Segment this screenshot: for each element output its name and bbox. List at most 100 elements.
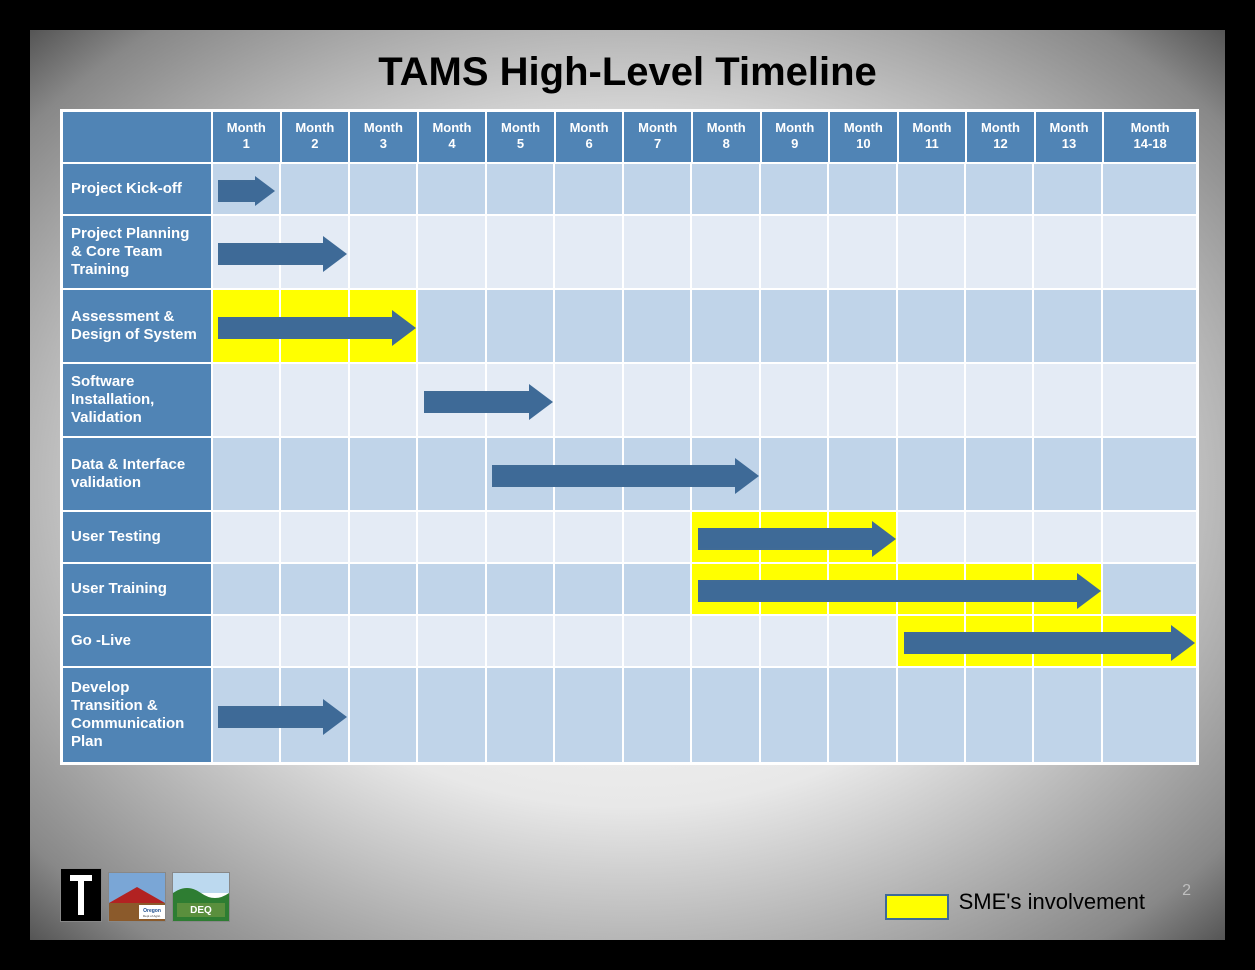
grid-cell xyxy=(349,215,417,289)
month-header: Month9 xyxy=(761,111,830,163)
grid-cell xyxy=(897,363,965,437)
grid-cell xyxy=(280,215,348,289)
grid-cell xyxy=(349,563,417,615)
grid-cell xyxy=(486,563,554,615)
grid-cell xyxy=(212,511,280,563)
grid-cell xyxy=(760,215,828,289)
month-header: Month2 xyxy=(281,111,350,163)
month-header: Month4 xyxy=(418,111,487,163)
grid-cell xyxy=(417,363,485,437)
grid-cell xyxy=(486,163,554,215)
grid-cell xyxy=(1033,615,1101,667)
grid-cell xyxy=(623,289,691,363)
grid-cell xyxy=(760,363,828,437)
grid-cell xyxy=(417,215,485,289)
grid-cell xyxy=(691,289,759,363)
grid-cell xyxy=(554,511,622,563)
grid-cell xyxy=(691,437,759,511)
task-row: Project Kick-off xyxy=(62,163,1197,215)
grid-cell xyxy=(1033,437,1101,511)
task-label: Data & Interface validation xyxy=(62,437,212,511)
header-row: Month1Month2Month3Month4Month5Month6Mont… xyxy=(62,111,1197,163)
month-header: Month11 xyxy=(898,111,967,163)
task-row: User Testing xyxy=(62,511,1197,563)
grid-cell xyxy=(349,289,417,363)
grid-cell xyxy=(1102,363,1197,437)
task-row: Go -Live xyxy=(62,615,1197,667)
grid-cell xyxy=(280,615,348,667)
month-header: Month5 xyxy=(486,111,555,163)
grid-cell xyxy=(965,667,1033,763)
grid-cell xyxy=(1033,511,1101,563)
grid-cell xyxy=(623,437,691,511)
grid-cell xyxy=(1102,215,1197,289)
grid-cell xyxy=(897,511,965,563)
grid-cell xyxy=(897,437,965,511)
grid-cell xyxy=(965,563,1033,615)
deq-logo: DEQ xyxy=(172,872,230,922)
grid-cell xyxy=(828,363,896,437)
timeline-grid: Month1Month2Month3Month4Month5Month6Mont… xyxy=(60,109,1199,765)
task-label: User Testing xyxy=(62,511,212,563)
grid-cell xyxy=(486,363,554,437)
grid-cell xyxy=(760,615,828,667)
grid-cell xyxy=(554,615,622,667)
grid-cell xyxy=(554,289,622,363)
grid-cell xyxy=(623,511,691,563)
month-header: Month12 xyxy=(966,111,1035,163)
oda-logo: Oregon Dept of Agric. xyxy=(108,872,166,922)
grid-cell xyxy=(623,667,691,763)
grid-cell xyxy=(828,511,896,563)
grid-cell xyxy=(1033,563,1101,615)
grid-cell xyxy=(1102,289,1197,363)
grid-cell xyxy=(1102,437,1197,511)
grid-cell xyxy=(349,437,417,511)
grid-cell xyxy=(828,615,896,667)
grid-cell xyxy=(965,215,1033,289)
grid-cell xyxy=(828,563,896,615)
grid-cell xyxy=(417,667,485,763)
grid-cell xyxy=(212,215,280,289)
grid-cell xyxy=(760,511,828,563)
grid-cell xyxy=(212,163,280,215)
grid-cell xyxy=(1102,563,1197,615)
grid-cell xyxy=(1033,667,1101,763)
grid-cell xyxy=(760,437,828,511)
grid-cell xyxy=(965,289,1033,363)
svg-text:Dept of Agric.: Dept of Agric. xyxy=(143,914,161,918)
grid-cell xyxy=(897,563,965,615)
grid-cell xyxy=(760,667,828,763)
task-label: Go -Live xyxy=(62,615,212,667)
grid-cell xyxy=(349,615,417,667)
page-number: 2 xyxy=(1182,882,1191,900)
grid-cell xyxy=(897,289,965,363)
month-header: Month8 xyxy=(692,111,761,163)
grid-cell xyxy=(691,615,759,667)
grid-cell xyxy=(280,563,348,615)
grid-cell xyxy=(417,563,485,615)
grid-cell xyxy=(1033,215,1101,289)
grid-cell xyxy=(828,437,896,511)
svg-text:DEQ: DEQ xyxy=(190,905,212,916)
task-row: Assessment & Design of System xyxy=(62,289,1197,363)
month-header: Month6 xyxy=(555,111,624,163)
grid-cell xyxy=(554,163,622,215)
task-row: Project Planning & Core Team Training xyxy=(62,215,1197,289)
grid-cell xyxy=(828,289,896,363)
grid-cell xyxy=(965,163,1033,215)
odot-logo xyxy=(60,868,102,922)
grid-cell xyxy=(349,163,417,215)
month-header: Month1 xyxy=(212,111,281,163)
grid-cell xyxy=(212,667,280,763)
grid-cell xyxy=(417,289,485,363)
grid-cell xyxy=(212,289,280,363)
grid-cell xyxy=(486,215,554,289)
grid-cell xyxy=(212,615,280,667)
grid-cell xyxy=(1033,163,1101,215)
grid-cell xyxy=(897,215,965,289)
grid-cell xyxy=(417,163,485,215)
grid-cell xyxy=(691,511,759,563)
grid-cell xyxy=(1102,667,1197,763)
task-label: Project Kick-off xyxy=(62,163,212,215)
grid-cell xyxy=(212,437,280,511)
